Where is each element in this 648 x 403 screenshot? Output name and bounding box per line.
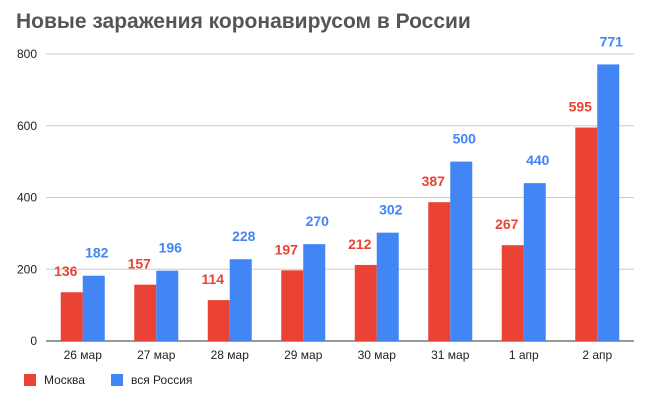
bar-moscow (281, 270, 304, 341)
bar-moscow (354, 264, 377, 341)
legend-item-russia[interactable]: вся Россия (110, 373, 193, 387)
data-label-russia: 500 (453, 131, 477, 147)
gridlines (46, 53, 634, 342)
bar-russia (597, 64, 620, 341)
bar-russia (156, 270, 179, 341)
x-tick-label: 30 мар (358, 348, 397, 362)
data-label-russia: 228 (232, 228, 256, 244)
legend-swatch-moscow (24, 374, 36, 386)
bar-moscow (207, 300, 230, 341)
x-tick-label: 27 мар (137, 348, 176, 362)
data-label-moscow: 136 (54, 263, 78, 279)
x-tick-label: 31 мар (431, 348, 470, 362)
bar-russia (229, 259, 252, 341)
data-label-moscow: 595 (569, 99, 593, 115)
y-tick-label: 0 (30, 334, 37, 348)
bar-russia (450, 161, 473, 341)
data-label-russia: 302 (379, 202, 403, 218)
legend: Москва вся Россия (24, 373, 218, 387)
data-label-moscow: 197 (275, 241, 299, 257)
y-tick-label: 200 (17, 262, 37, 276)
data-label-moscow: 157 (128, 256, 152, 272)
data-label-moscow: 267 (495, 216, 519, 232)
bars (60, 64, 620, 341)
bar-russia (82, 275, 105, 341)
data-label-russia: 771 (600, 33, 624, 49)
bar-russia (376, 232, 399, 341)
data-label-russia: 182 (85, 245, 109, 261)
bar-moscow (575, 127, 598, 341)
legend-item-moscow[interactable]: Москва (24, 373, 85, 387)
bar-moscow (501, 245, 524, 341)
bar-russia (303, 244, 326, 341)
bar-moscow (134, 284, 157, 341)
x-tick-label: 26 мар (64, 348, 103, 362)
data-label-russia: 270 (306, 213, 330, 229)
data-labels: 136 182 157 196 114 228 197 270 212 302 387 500 267 4… (54, 33, 623, 287)
chart-title: Новые заражения коронавирусом в России (16, 10, 471, 33)
legend-label-russia: вся Россия (130, 373, 193, 387)
data-label-russia: 440 (526, 152, 550, 168)
y-tick-label: 400 (17, 191, 37, 205)
y-tick-label: 600 (17, 119, 37, 133)
legend-label-moscow: Москва (44, 373, 85, 387)
x-tick-label: 29 мар (284, 348, 323, 362)
data-label-russia: 196 (159, 240, 183, 256)
x-tick-label: 2 апр (582, 348, 612, 362)
bar-russia (523, 183, 546, 341)
x-tick-label: 28 мар (211, 348, 250, 362)
data-label-moscow: 387 (422, 173, 446, 189)
data-label-moscow: 114 (201, 271, 224, 287)
data-label-moscow: 212 (348, 236, 372, 252)
legend-swatch-russia (110, 374, 123, 386)
bar-moscow (60, 292, 83, 341)
bar-moscow (428, 202, 451, 341)
x-axis-tick-labels: 26 мар 27 мар 28 мар 29 мар 30 мар 31 мар 1 ап… (64, 348, 613, 362)
y-axis-tick-labels: 0 200 400 600 800 (17, 47, 37, 348)
y-tick-label: 800 (17, 47, 37, 61)
x-tick-label: 1 апр (509, 348, 539, 362)
